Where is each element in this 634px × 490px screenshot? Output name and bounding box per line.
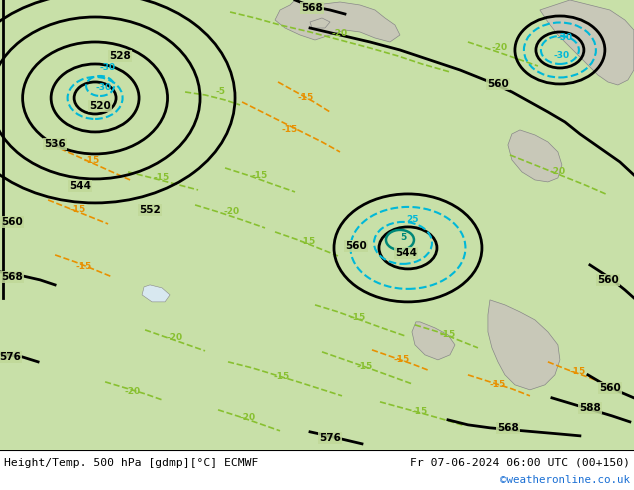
Text: -30: -30 [95,83,111,93]
Text: 568: 568 [1,272,23,282]
Text: -15: -15 [282,125,298,134]
Text: -15: -15 [84,156,100,166]
Text: 544: 544 [69,181,91,191]
Text: -15: -15 [440,330,456,340]
Polygon shape [0,0,634,450]
Text: -15: -15 [570,368,586,376]
Text: 560: 560 [1,217,23,227]
Polygon shape [412,322,455,360]
Text: -20: -20 [167,333,183,343]
Text: 528: 528 [109,51,131,61]
Polygon shape [310,18,330,28]
Text: 560: 560 [597,275,619,285]
Text: 576: 576 [319,433,341,443]
Text: 568: 568 [301,3,323,13]
Text: -20: -20 [550,168,566,176]
Text: -15: -15 [70,205,86,215]
Text: 520: 520 [89,101,111,111]
Polygon shape [275,0,400,42]
Text: 536: 536 [44,139,66,149]
Text: -15: -15 [412,407,428,416]
Text: -30: -30 [99,64,115,73]
Polygon shape [142,285,170,302]
Text: Fr 07-06-2024 06:00 UTC (00+150): Fr 07-06-2024 06:00 UTC (00+150) [410,458,630,468]
Text: -5: -5 [215,87,225,97]
Text: 576: 576 [0,352,21,362]
Text: -15: -15 [154,173,170,182]
Text: 560: 560 [487,79,509,89]
Text: 560: 560 [345,241,367,251]
Text: -15: -15 [298,94,314,102]
Text: -20: -20 [492,44,508,52]
Text: -30: -30 [554,51,570,60]
Text: -20: -20 [224,207,240,217]
Text: -15: -15 [76,262,92,271]
Text: 25: 25 [407,216,419,224]
Polygon shape [540,0,634,85]
Text: -15: -15 [274,372,290,381]
Text: 568: 568 [497,423,519,433]
Text: -20: -20 [240,414,256,422]
Text: Height/Temp. 500 hPa [gdmp][°C] ECMWF: Height/Temp. 500 hPa [gdmp][°C] ECMWF [4,458,259,468]
Text: ©weatheronline.co.uk: ©weatheronline.co.uk [500,475,630,485]
Text: 552: 552 [139,205,161,215]
Text: -15: -15 [394,355,410,365]
Text: -15: -15 [357,362,373,371]
Text: -20: -20 [332,29,348,39]
Text: -15: -15 [490,380,506,390]
Text: 544: 544 [395,248,417,258]
Text: 560: 560 [599,383,621,393]
Text: -30: -30 [557,33,573,43]
Text: -15: -15 [300,237,316,246]
Text: 5: 5 [400,233,406,243]
Text: -20: -20 [124,387,140,396]
Text: 588: 588 [579,403,601,413]
Text: -15: -15 [252,172,268,180]
Text: -15: -15 [350,314,366,322]
Polygon shape [488,300,560,390]
Polygon shape [508,130,562,182]
